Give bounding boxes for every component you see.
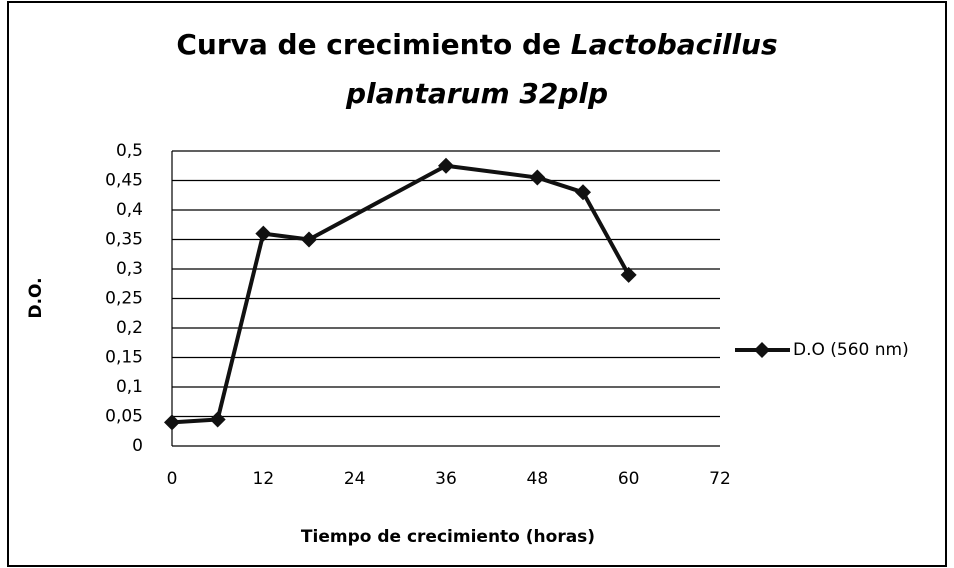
x-axis-label: Tiempo de crecimiento (horas) — [301, 527, 595, 547]
y-tick-label: 0,35 — [105, 230, 143, 250]
x-tick-label: 48 — [527, 469, 549, 489]
data-point — [575, 184, 591, 201]
x-tick-label: 24 — [344, 469, 366, 489]
y-tick-label: 0,4 — [116, 200, 143, 220]
x-tick-label: 0 — [167, 469, 178, 489]
data-point — [438, 157, 454, 174]
y-axis-label: D.O. — [26, 277, 46, 318]
legend-label: D.O (560 nm) — [793, 340, 909, 360]
y-tick-label: 0,3 — [116, 259, 143, 279]
x-tick-label: 12 — [253, 469, 275, 489]
y-tick-label: 0,15 — [105, 348, 143, 368]
chart-title: Curva de crecimiento de Lactobacillus — [176, 28, 777, 61]
data-line — [171, 163, 631, 425]
x-tick-label: 72 — [709, 469, 731, 489]
x-tick-label: 60 — [618, 469, 640, 489]
legend-marker — [754, 342, 770, 358]
y-tick-label: 0,45 — [105, 171, 143, 191]
data-point — [209, 411, 226, 428]
data-point — [301, 231, 317, 248]
chart-frame — [7, 1, 947, 567]
y-tick-label: 0 — [132, 436, 143, 456]
title-part: Lactobacillus — [571, 28, 778, 61]
y-tick-label: 0,5 — [116, 141, 143, 161]
data-point — [620, 266, 637, 283]
data-point — [255, 225, 272, 242]
y-tick-label: 0,05 — [105, 407, 143, 427]
x-tick-label: 36 — [435, 469, 457, 489]
chart-title: plantarum 32plp — [345, 77, 608, 110]
title-part: Curva de crecimiento de — [176, 28, 561, 61]
y-tick-label: 0,2 — [116, 318, 143, 338]
data-point — [164, 414, 180, 431]
data-point — [529, 169, 546, 186]
y-tick-label: 0,25 — [105, 289, 143, 309]
y-tick-label: 0,1 — [116, 377, 143, 397]
